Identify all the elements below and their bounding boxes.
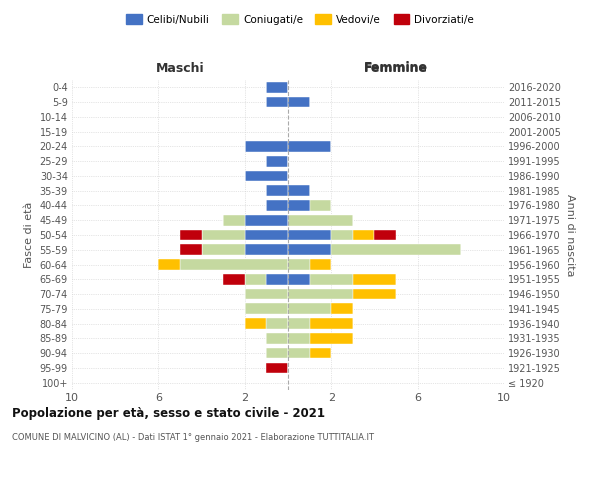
Bar bbox=[245, 304, 288, 314]
Bar bbox=[288, 288, 353, 300]
Bar bbox=[266, 362, 288, 373]
Bar bbox=[310, 333, 353, 344]
Bar bbox=[288, 244, 331, 255]
Y-axis label: Anni di nascita: Anni di nascita bbox=[565, 194, 575, 276]
Bar bbox=[288, 304, 331, 314]
Bar bbox=[245, 215, 288, 226]
Y-axis label: Fasce di età: Fasce di età bbox=[24, 202, 34, 268]
Bar bbox=[180, 244, 202, 255]
Bar bbox=[310, 274, 353, 284]
Bar bbox=[245, 274, 266, 284]
Bar bbox=[266, 318, 288, 329]
Bar bbox=[245, 170, 288, 181]
Bar bbox=[266, 97, 288, 108]
Bar bbox=[288, 215, 353, 226]
Bar bbox=[353, 230, 374, 240]
Bar bbox=[288, 186, 310, 196]
Bar bbox=[245, 244, 288, 255]
Bar bbox=[310, 348, 331, 358]
Bar bbox=[288, 259, 310, 270]
Bar bbox=[266, 274, 288, 284]
Bar bbox=[288, 333, 310, 344]
Bar bbox=[310, 318, 353, 329]
Bar bbox=[245, 230, 288, 240]
Bar bbox=[266, 333, 288, 344]
Text: Maschi: Maschi bbox=[155, 62, 205, 75]
Bar bbox=[245, 141, 288, 152]
Bar bbox=[245, 288, 288, 300]
Bar bbox=[310, 259, 331, 270]
Bar bbox=[374, 230, 396, 240]
Bar bbox=[288, 97, 310, 108]
Bar bbox=[266, 200, 288, 211]
Bar bbox=[180, 230, 202, 240]
Legend: Celibi/Nubili, Coniugati/e, Vedovi/e, Divorziati/e: Celibi/Nubili, Coniugati/e, Vedovi/e, Di… bbox=[122, 10, 478, 29]
Bar bbox=[288, 274, 310, 284]
Bar bbox=[288, 318, 310, 329]
Bar bbox=[266, 156, 288, 166]
Bar bbox=[288, 348, 310, 358]
Text: Popolazione per età, sesso e stato civile - 2021: Popolazione per età, sesso e stato civil… bbox=[12, 408, 325, 420]
Bar bbox=[180, 259, 288, 270]
Bar bbox=[266, 186, 288, 196]
Bar bbox=[353, 288, 396, 300]
Text: Femmine: Femmine bbox=[364, 62, 428, 75]
Bar bbox=[288, 141, 331, 152]
Bar bbox=[310, 200, 331, 211]
Bar bbox=[331, 244, 461, 255]
Bar bbox=[266, 348, 288, 358]
Text: COMUNE DI MALVICINO (AL) - Dati ISTAT 1° gennaio 2021 - Elaborazione TUTTITALIA.: COMUNE DI MALVICINO (AL) - Dati ISTAT 1°… bbox=[12, 432, 374, 442]
Bar bbox=[266, 82, 288, 92]
Bar bbox=[202, 230, 245, 240]
Bar bbox=[288, 200, 310, 211]
Bar bbox=[223, 215, 245, 226]
Bar bbox=[331, 304, 353, 314]
Text: Femmine: Femmine bbox=[364, 61, 428, 74]
Bar bbox=[202, 244, 245, 255]
Bar bbox=[245, 318, 266, 329]
Bar bbox=[353, 274, 396, 284]
Bar bbox=[223, 274, 245, 284]
Bar bbox=[158, 259, 180, 270]
Bar bbox=[288, 230, 331, 240]
Bar bbox=[331, 230, 353, 240]
